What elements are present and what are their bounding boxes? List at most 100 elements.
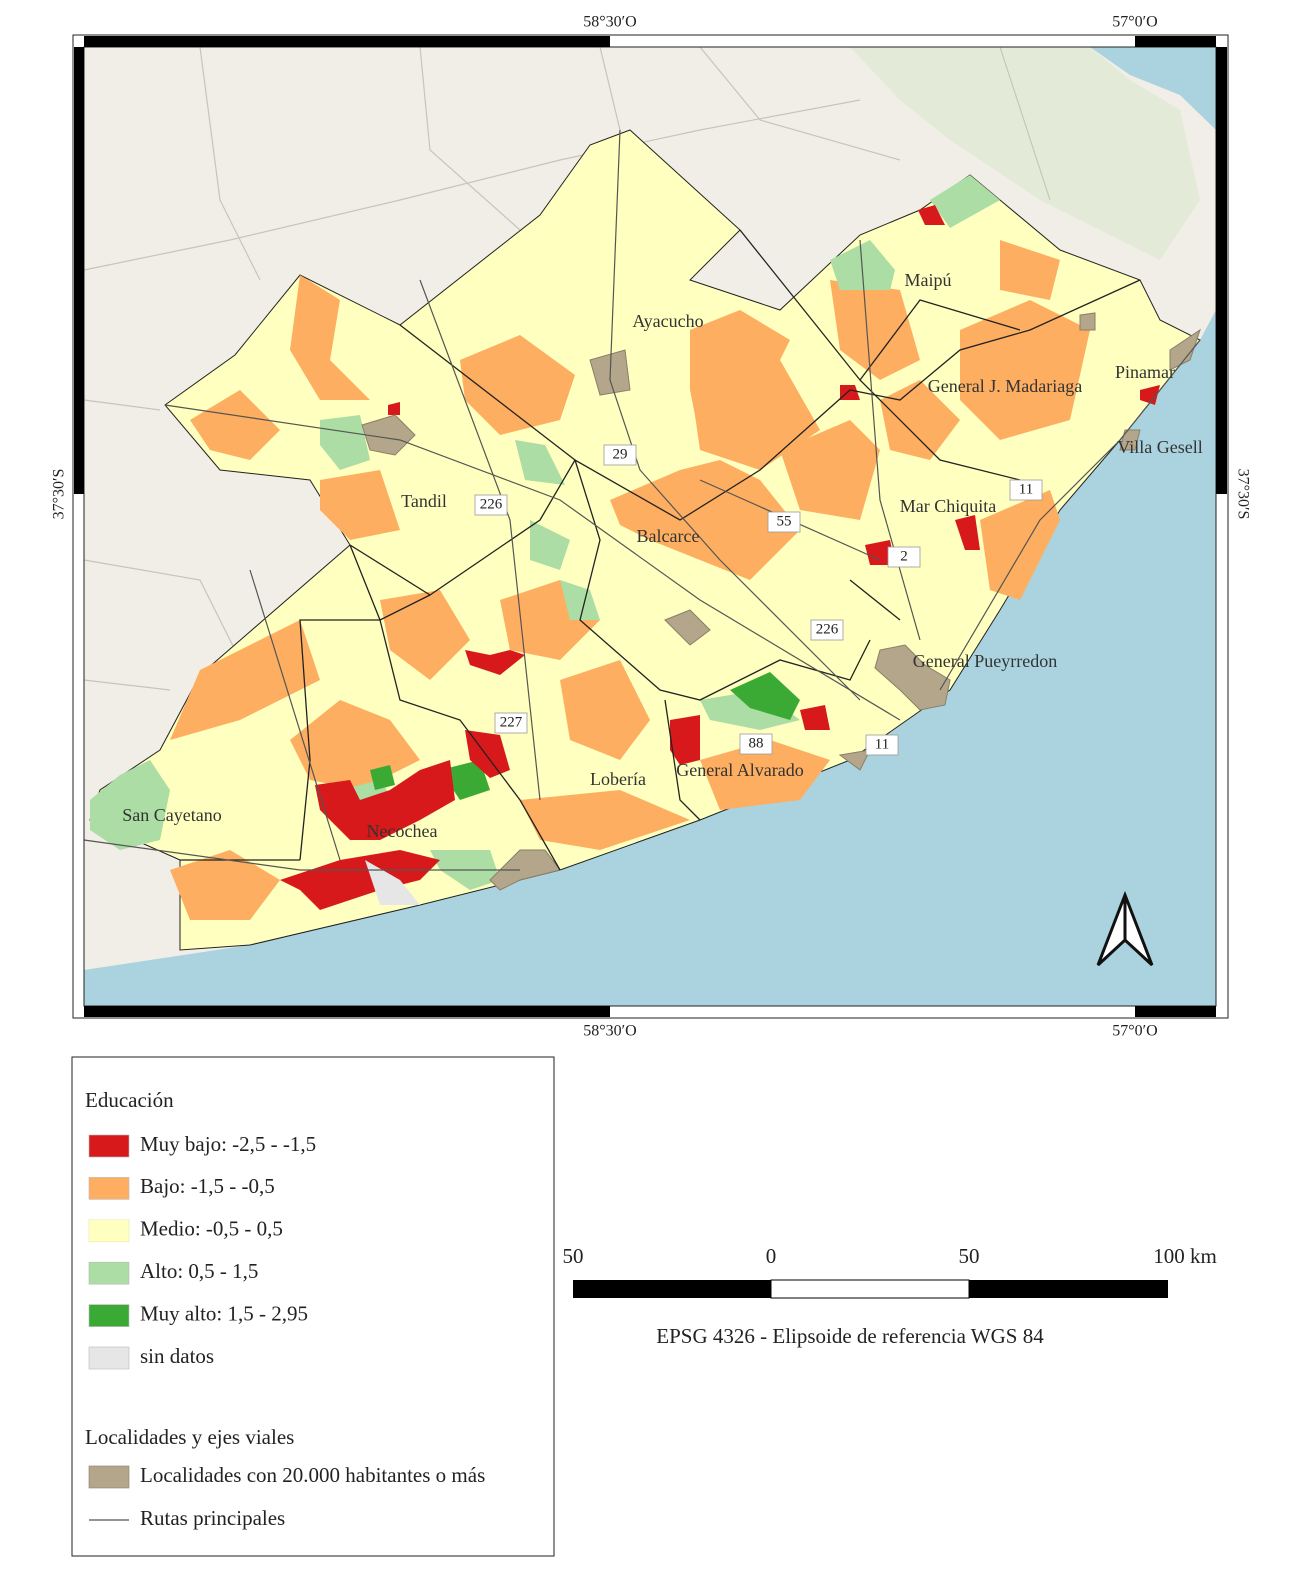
patch <box>460 335 575 435</box>
patch <box>980 490 1060 600</box>
district-boundaries <box>180 229 1141 871</box>
frame-bar <box>1216 47 1227 494</box>
place-label: Maipú <box>905 270 952 290</box>
scale-bar <box>573 1279 1168 1299</box>
route-shield <box>603 444 637 466</box>
lon-tick: 57°0′O <box>1112 14 1157 31</box>
route-label: 11 <box>1019 481 1033 497</box>
patch <box>560 660 650 760</box>
wetland <box>850 47 1200 260</box>
patch <box>1000 240 1060 300</box>
legend-title: Localidades y ejes viales <box>85 1425 294 1449</box>
patch <box>380 590 470 680</box>
patch <box>800 705 830 730</box>
place-label: Mar Chiquita <box>900 496 997 516</box>
place-label: Lobería <box>590 769 646 789</box>
legend-swatch <box>88 1346 130 1370</box>
legend-label: Medio: -0,5 - 0,5 <box>140 1217 283 1241</box>
place-label: Pinamar <box>1115 362 1175 382</box>
town <box>361 414 416 456</box>
route-label: 88 <box>749 735 764 751</box>
patch <box>830 280 920 380</box>
patch <box>690 360 820 470</box>
route-label: 2 <box>900 548 908 564</box>
legend-label: sin datos <box>140 1344 214 1368</box>
legend-swatch <box>88 1465 130 1489</box>
patch <box>370 765 395 790</box>
patch <box>90 760 170 850</box>
patch <box>960 300 1090 440</box>
patch <box>515 440 565 485</box>
patch <box>780 420 880 520</box>
scale-segment <box>969 1280 1168 1298</box>
scale-label: 100 km <box>1153 1244 1217 1268</box>
patch <box>320 470 400 540</box>
patch <box>865 540 895 565</box>
scale-label: 0 <box>766 1244 777 1268</box>
town <box>838 749 871 771</box>
legend-swatch <box>88 1134 130 1158</box>
sea-north <box>1090 47 1216 130</box>
legend-label: Muy alto: 1,5 - 2,95 <box>140 1301 308 1325</box>
town <box>1119 429 1141 451</box>
place-label: General Alvarado <box>676 760 803 780</box>
legend-swatch <box>88 1177 130 1200</box>
place-label: Villa Gesell <box>1117 437 1202 457</box>
town <box>664 609 711 646</box>
patch <box>190 390 280 460</box>
frame-bar <box>84 36 610 47</box>
patch <box>700 740 830 810</box>
map-frame <box>72 34 1229 1019</box>
legend-label: Muy bajo: -2,5 - -1,5 <box>140 1132 316 1156</box>
patch <box>530 520 570 570</box>
patch <box>840 385 860 400</box>
frame-bar <box>84 1006 610 1017</box>
town <box>1079 312 1096 331</box>
frame-bar <box>1135 36 1216 47</box>
route-shield <box>865 734 899 756</box>
patch <box>170 850 280 920</box>
scale-label: 50 <box>959 1244 980 1268</box>
frame-bar <box>1135 1006 1216 1017</box>
route-shield <box>767 511 801 533</box>
route-label: 29 <box>613 446 628 462</box>
north-arrow <box>1096 890 1154 967</box>
legend-swatch <box>88 1261 130 1285</box>
patch <box>465 650 525 675</box>
place-label: Tandil <box>401 491 447 511</box>
patch <box>280 850 440 910</box>
route-shield <box>474 494 508 516</box>
patch <box>955 515 980 550</box>
place-label: General J. Madariaga <box>928 376 1082 396</box>
lat-tick: 37°30′S <box>1234 469 1251 520</box>
lon-tick: 57°0′O <box>1112 1023 1157 1040</box>
route-label: 11 <box>875 736 889 752</box>
legend-swatch <box>88 1304 130 1327</box>
patch <box>388 402 400 415</box>
patch <box>520 790 690 850</box>
main-roads <box>83 129 1201 871</box>
place-label: Balcarce <box>637 526 700 546</box>
scale-label: 50 <box>563 1244 584 1268</box>
patch <box>365 860 420 905</box>
legend-label: Bajo: -1,5 - -0,5 <box>140 1174 275 1198</box>
map-labels: Ayacucho Maipú Pinamar General J. Madariaga… <box>122 270 1202 841</box>
background-roads <box>83 46 1051 691</box>
patch <box>320 415 370 470</box>
patch <box>440 760 490 800</box>
legend-label: Rutas principales <box>140 1506 285 1530</box>
town <box>874 644 951 711</box>
place-label: General Pueyrredon <box>913 651 1057 671</box>
patch <box>290 275 370 400</box>
towns <box>361 312 1201 891</box>
legend-box <box>71 1056 555 1557</box>
route-shield <box>810 619 844 641</box>
patch <box>170 620 320 740</box>
legend-title: Educación <box>85 1088 174 1112</box>
legend-swatch <box>88 1219 130 1243</box>
patch <box>560 580 600 620</box>
lon-tick: 58°30′O <box>583 1023 636 1040</box>
patch <box>930 175 1000 228</box>
legend-label: Alto: 0,5 - 1,5 <box>140 1259 258 1283</box>
